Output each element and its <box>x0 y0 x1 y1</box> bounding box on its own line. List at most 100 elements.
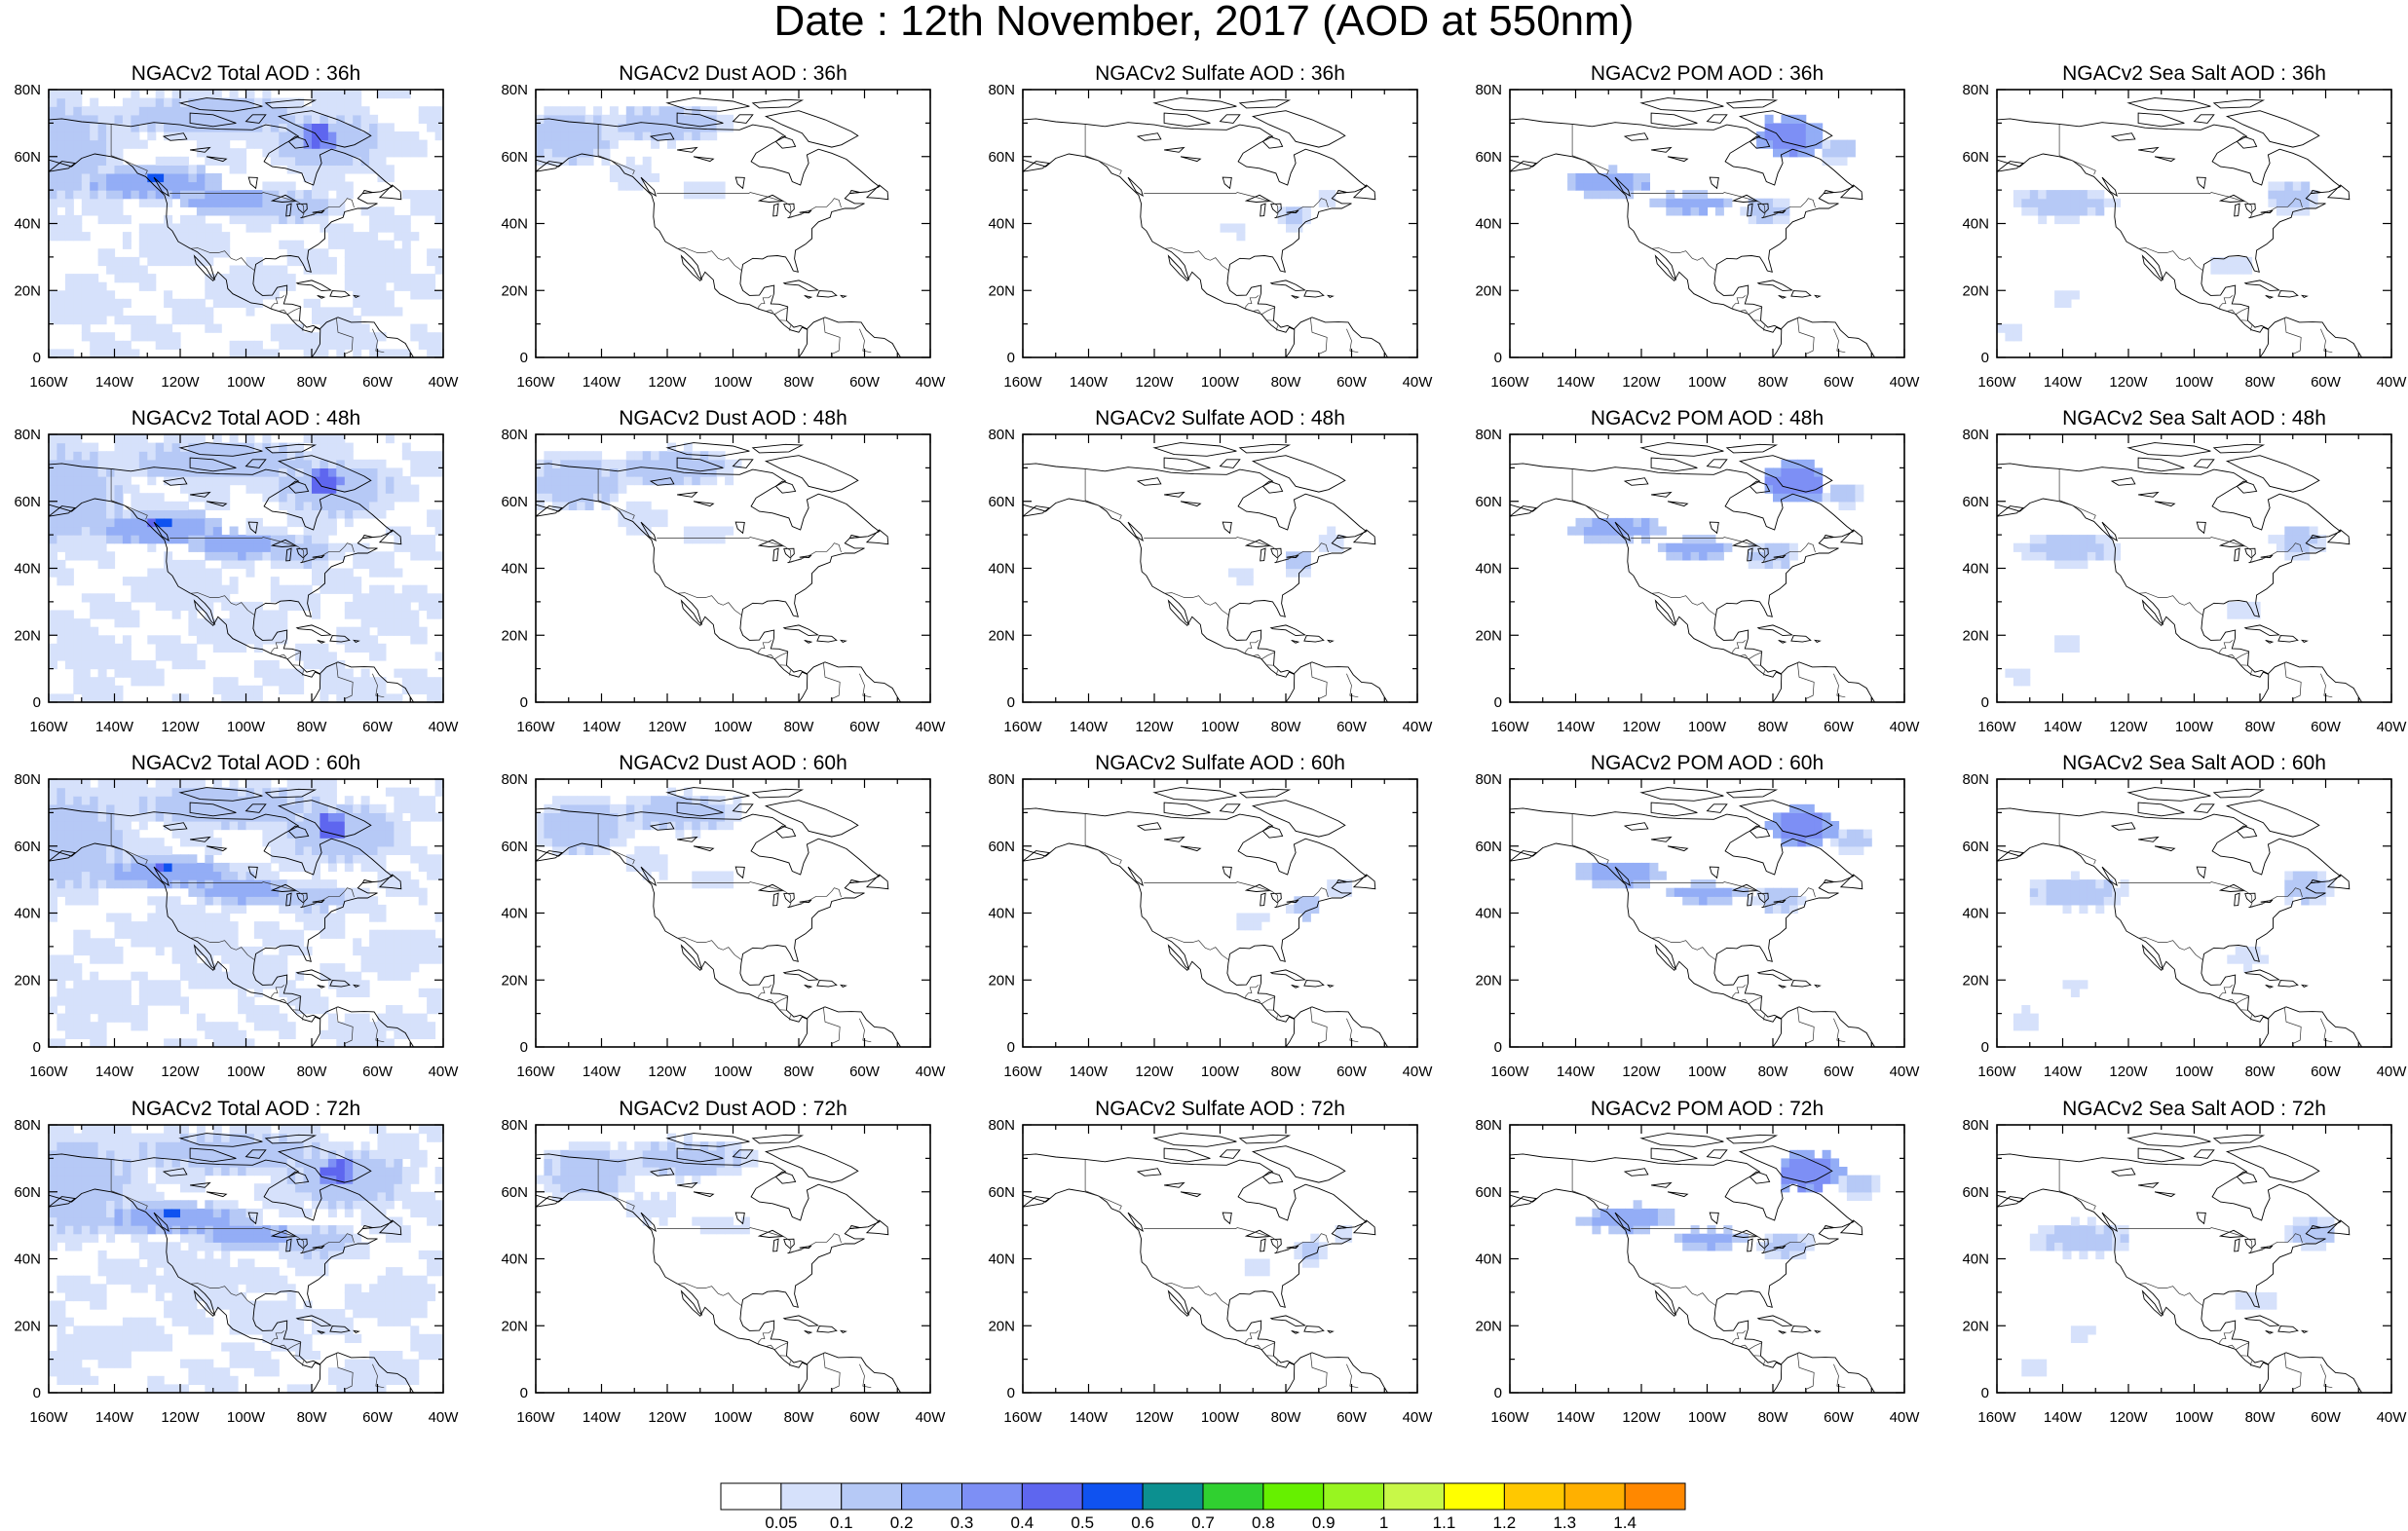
lon-tick-label: 60W <box>849 1064 881 1080</box>
lon-tick-label: 80W <box>297 1064 328 1080</box>
lon-tick-label: 100W <box>2175 1409 2214 1426</box>
aod-field <box>536 442 742 544</box>
colorbar-swatch <box>1202 1482 1264 1511</box>
country-borders <box>597 813 872 1047</box>
lat-tick-label: 60N <box>14 494 41 510</box>
aod-map: 160W 140W 120W 100W 80W 60W 40W 0 20N 40N 60N 80N <box>1962 1117 2408 1426</box>
lat-tick-label: 40N <box>14 561 41 578</box>
lon-tick-label: 160W <box>1977 1064 2016 1080</box>
lat-tick-label: 40N <box>501 906 528 922</box>
lon-tick-label: 140W <box>95 1064 134 1080</box>
lat-tick-label: 40N <box>1475 906 1502 922</box>
lon-tick-label: 160W <box>1003 374 1042 391</box>
lon-tick-label: 120W <box>161 1064 200 1080</box>
lat-tick-label: 20N <box>501 1318 528 1334</box>
aod-field <box>49 434 443 702</box>
lon-tick-label: 60W <box>2311 1409 2342 1426</box>
lat-tick-label: 60N <box>1962 839 1989 855</box>
lon-tick-label: 140W <box>2044 1064 2083 1080</box>
lon-tick-label: 40W <box>1890 374 1921 391</box>
lon-tick-label: 40W <box>916 1064 947 1080</box>
lat-tick-label: 0 <box>520 350 528 366</box>
lon-tick-label: 100W <box>1688 719 1727 735</box>
lon-tick-label: 80W <box>297 374 328 391</box>
colorbar-swatch <box>961 1482 1023 1511</box>
lon-tick-label: 100W <box>227 1409 266 1426</box>
lat-tick-label: 80N <box>501 771 528 788</box>
coastlines <box>1997 442 2362 702</box>
lon-tick-label: 40W <box>1403 719 1434 735</box>
lon-tick-label: 80W <box>297 1409 328 1426</box>
aod-map: 160W 140W 120W 100W 80W 60W 40W 0 20N 40N 60N 80N <box>988 82 1433 391</box>
lon-tick-label: 100W <box>2175 719 2214 735</box>
lon-tick-label: 100W <box>1688 1064 1727 1080</box>
panel-title: NGACv2 Sea Salt AOD : 36h <box>2062 62 2326 85</box>
lat-tick-label: 0 <box>1494 1385 1502 1401</box>
aod-map: 160W 140W 120W 100W 80W 60W 40W 0 20N 40N 60N 80N <box>1475 771 1921 1080</box>
colorbar-swatch <box>720 1482 782 1511</box>
lon-tick-label: 40W <box>916 719 947 735</box>
lat-tick-label: 40N <box>1962 906 1989 922</box>
colorbar-label: 0.3 <box>951 1513 974 1531</box>
aod-map: 160W 140W 120W 100W 80W 60W 40W 0 20N 40N 60N 80N <box>501 1117 946 1426</box>
lon-tick-label: 140W <box>583 719 621 735</box>
lon-tick-label: 100W <box>714 1409 753 1426</box>
lat-tick-label: 20N <box>501 972 528 989</box>
lat-tick-label: 40N <box>988 906 1015 922</box>
lon-tick-label: 140W <box>1070 374 1109 391</box>
lon-tick-label: 60W <box>362 1409 394 1426</box>
aod-field <box>536 106 734 200</box>
colorbar-swatch <box>1021 1482 1083 1511</box>
country-borders <box>110 813 385 1047</box>
aod-field <box>2021 1216 2335 1377</box>
panel-title: NGACv2 POM AOD : 48h <box>1590 407 1825 429</box>
country-borders <box>2058 1159 2333 1393</box>
lon-tick-label: 120W <box>1622 1064 1661 1080</box>
lat-tick-label: 60N <box>14 839 41 855</box>
lon-tick-label: 120W <box>2109 1409 2148 1426</box>
lat-tick-label: 80N <box>988 1117 1015 1134</box>
lon-tick-label: 40W <box>1890 1064 1921 1080</box>
lat-tick-label: 20N <box>14 972 41 989</box>
lat-tick-label: 40N <box>1962 1251 1989 1268</box>
aod-field <box>1997 181 2318 342</box>
country-borders <box>1084 468 1359 702</box>
lon-tick-label: 160W <box>516 374 555 391</box>
lon-tick-label: 120W <box>161 719 200 735</box>
lat-tick-label: 0 <box>1494 1039 1502 1056</box>
lon-tick-label: 140W <box>583 1064 621 1080</box>
colorbar-swatch <box>1323 1482 1385 1511</box>
map-panel: NGACv2 Sea Salt AOD : 36h 160W 140W 120W 100… <box>1938 62 2408 396</box>
lat-tick-label: 20N <box>14 282 41 299</box>
lon-tick-label: 140W <box>583 1409 621 1426</box>
lon-tick-label: 120W <box>1135 374 1174 391</box>
lat-tick-label: 60N <box>14 149 41 166</box>
aod-field <box>1244 1225 1353 1277</box>
map-panel: NGACv2 Dust AOD : 48h 160W 140W 120W 100W 80W… <box>477 407 959 741</box>
country-borders <box>1084 1159 1359 1393</box>
lon-tick-label: 80W <box>1271 1064 1302 1080</box>
lat-tick-label: 0 <box>1981 1385 1989 1401</box>
lon-tick-label: 80W <box>2245 719 2276 735</box>
panel-title: NGACv2 POM AOD : 36h <box>1590 62 1825 85</box>
lon-tick-label: 80W <box>1758 374 1789 391</box>
lon-tick-label: 120W <box>1622 719 1661 735</box>
lon-tick-label: 100W <box>1201 1409 1240 1426</box>
coastlines <box>536 1133 901 1393</box>
map-panel: NGACv2 Total AOD : 48h 160W 140W 120W 100W 80… <box>0 407 472 741</box>
lon-tick-label: 160W <box>1003 1409 1042 1426</box>
lon-tick-label: 40W <box>2377 1409 2408 1426</box>
lat-tick-label: 80N <box>1962 1117 1989 1134</box>
lon-tick-label: 140W <box>95 374 134 391</box>
lon-tick-label: 60W <box>362 374 394 391</box>
lon-tick-label: 140W <box>1557 1064 1596 1080</box>
coastlines <box>536 442 901 702</box>
aod-field <box>1236 879 1353 931</box>
lat-tick-label: 40N <box>501 561 528 578</box>
aod-field <box>536 787 742 889</box>
lat-tick-label: 40N <box>1475 216 1502 233</box>
lon-tick-label: 120W <box>2109 1064 2148 1080</box>
lat-tick-label: 0 <box>1007 1385 1015 1401</box>
lon-tick-label: 140W <box>1557 374 1596 391</box>
lat-tick-label: 60N <box>501 839 528 855</box>
